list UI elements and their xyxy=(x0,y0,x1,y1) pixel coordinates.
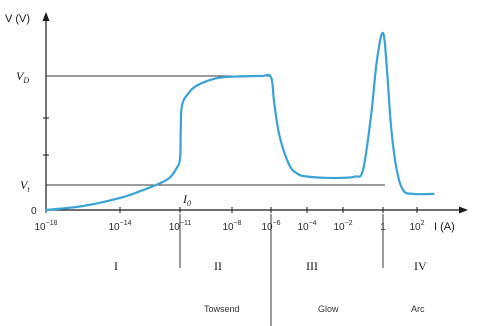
region-label-4: IV xyxy=(414,259,427,273)
y-zero-label: 0 xyxy=(31,206,37,217)
x-tick-label: 10−8 xyxy=(222,220,241,233)
i0-label: I0 xyxy=(182,192,191,208)
x-tick-label: 10−2 xyxy=(333,220,352,233)
mode-label-glow: Glow xyxy=(318,304,339,314)
region-label-1: I xyxy=(114,259,118,273)
x-axis-arrow-icon xyxy=(459,206,468,214)
vi-curve xyxy=(44,31,435,212)
vd-label: VD xyxy=(16,69,29,85)
x-tick-label: 10−14 xyxy=(109,220,132,233)
x-ticks: 10−18 10−14 10−11 10−8 10−6 10−4 10−2 1 102 xyxy=(35,207,425,233)
y-axis-arrow-icon xyxy=(42,12,50,21)
region-label-3: III xyxy=(306,259,318,273)
x-tick-label: 10−4 xyxy=(297,220,316,233)
x-tick-label: 10−18 xyxy=(35,220,58,233)
x-tick-label: 10−6 xyxy=(261,220,280,233)
x-axis-title: I (A) xyxy=(434,221,455,233)
region-label-2: II xyxy=(214,259,222,273)
mode-label-towsend: Towsend xyxy=(204,304,240,314)
x-tick-label: 102 xyxy=(409,220,424,233)
x-tick-label: 10−11 xyxy=(169,220,192,233)
x-tick-label: 1 xyxy=(380,222,386,233)
y-axis-title: V (V) xyxy=(5,13,30,25)
mode-label-arc: Arc xyxy=(411,304,425,314)
vt-label: Vt xyxy=(20,178,30,194)
